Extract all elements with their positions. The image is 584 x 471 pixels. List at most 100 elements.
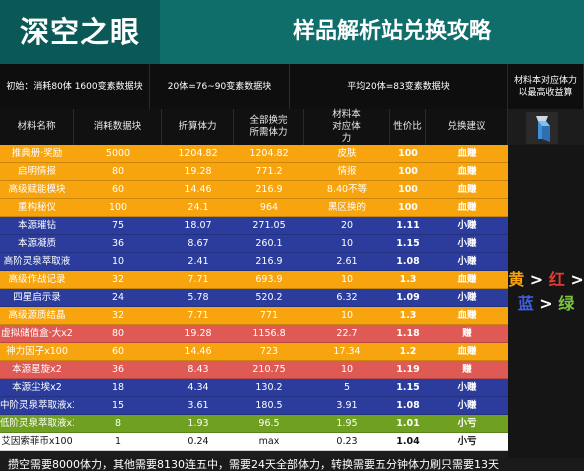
- cell-stamina: 0.24: [187, 436, 209, 447]
- col-total: 全部换完所需体力: [234, 109, 304, 145]
- cell-cost: 60: [111, 346, 125, 357]
- cell-cost: 32: [111, 274, 125, 285]
- cell-stamina: 4.34: [187, 382, 209, 393]
- cell-advice: 血赚: [457, 184, 477, 195]
- table-row: 本源凝质 36 8.67 260.1 10 1.15 小赚: [0, 235, 508, 253]
- cell-mat: 10: [340, 238, 354, 249]
- cell-name: 本源尘埃x2: [12, 382, 62, 393]
- cell-name: 高级作战记录: [8, 274, 66, 285]
- cell-cost: 80: [111, 328, 125, 339]
- cell-cost: 18: [111, 382, 125, 393]
- cell-total: 271.05: [252, 220, 286, 231]
- table-row: 高阶灵泉萃取液 10 2.41 216.9 2.61 1.08 小赚: [0, 253, 508, 271]
- cell-name: 本源凝质: [17, 238, 56, 249]
- cell-advice: 血赚: [457, 346, 477, 357]
- cell-mat: 17.34: [333, 346, 361, 357]
- color-legend: 黄 > 红 > 蓝 > 绿: [508, 268, 584, 316]
- cell-mat: 22.7: [336, 328, 358, 339]
- cell-total: 130.2: [255, 382, 283, 393]
- table-row: 推典册·奖励 5000 1204.82 1204.82 皮肤 100 血赚: [0, 145, 508, 163]
- table-row: 本源璀钻 75 18.07 271.05 20 1.11 小赚: [0, 217, 508, 235]
- cell-mat: 5: [343, 382, 351, 393]
- cell-name: 推典册·奖励: [11, 148, 63, 159]
- cell-advice: 小赚: [457, 382, 477, 393]
- cell-stamina: 8.43: [187, 364, 209, 375]
- cell-cost: 75: [111, 220, 125, 231]
- band-rate: 20体=76~90变素数据块: [150, 64, 290, 109]
- cell-total: 1156.8: [252, 328, 286, 339]
- cell-cost: 32: [111, 310, 125, 321]
- cell-total: 771: [259, 310, 279, 321]
- cell-ratio: 1.15: [396, 238, 420, 249]
- cell-ratio: 1.19: [396, 364, 420, 375]
- table-row: 低阶灵泉萃取液x3 8 1.93 96.5 1.95 1.01 小亏: [0, 415, 508, 433]
- cell-stamina: 5.78: [187, 292, 209, 303]
- cell-name: 虚拟储值盒·大x2: [1, 328, 73, 339]
- cell-stamina: 2.41: [187, 256, 209, 267]
- table-row: 艾因索菲币x100 1 0.24 max 0.23 1.04 小亏: [0, 433, 508, 451]
- cell-advice: 血赚: [457, 310, 477, 321]
- legend-sep: >: [570, 270, 584, 289]
- cell-name: 艾因索菲币x100: [1, 436, 73, 447]
- cell-mat: 3.91: [336, 400, 358, 411]
- cell-cost: 1: [114, 436, 122, 447]
- col-name: 材料名称: [0, 109, 74, 145]
- cell-total: 723: [259, 346, 279, 357]
- cell-advice: 小赚: [457, 238, 477, 249]
- cell-total: 210.75: [252, 364, 286, 375]
- cell-mat: 2.61: [336, 256, 358, 267]
- table-row: 四星启示录 24 5.78 520.2 6.32 1.09 小赚: [0, 289, 508, 307]
- cell-stamina: 18.07: [184, 220, 212, 231]
- cell-mat: 20: [340, 220, 354, 231]
- cell-mat: 10: [340, 364, 354, 375]
- cell-mat: 黑区换的: [327, 202, 366, 213]
- cell-stamina: 14.46: [184, 184, 212, 195]
- footer-note: 攒空需要8000体力，其他需要8130连五中，需要24天全部体力，转换需要五分钟…: [0, 458, 584, 471]
- cell-ratio: 1.08: [396, 400, 420, 411]
- cell-stamina: 14.46: [184, 346, 212, 357]
- page-title: 样品解析站兑换攻略: [292, 19, 491, 44]
- cell-name: 本源星旋x2: [12, 364, 62, 375]
- cell-cost: 60: [111, 184, 125, 195]
- cell-advice: 赚: [462, 328, 472, 339]
- cell-advice: 赚: [462, 364, 472, 375]
- cell-mat: 皮肤: [337, 148, 357, 159]
- cell-total: 96.5: [258, 418, 280, 429]
- cell-name: 高级源质结晶: [8, 310, 66, 321]
- cell-name: 重构秘仪: [17, 202, 56, 213]
- cell-ratio: 1.3: [399, 274, 417, 285]
- table-row: 高级作战记录 32 7.71 693.9 10 1.3 血赚: [0, 271, 508, 289]
- legend-red: 红: [548, 270, 565, 289]
- cell-advice: 血赚: [457, 148, 477, 159]
- cell-name: 低阶灵泉萃取液x3: [0, 418, 74, 429]
- cell-name: 启明情报: [17, 166, 56, 177]
- cell-ratio: 100: [398, 184, 418, 195]
- cell-advice: 血赚: [457, 166, 477, 177]
- cell-ratio: 1.11: [396, 220, 420, 231]
- cell-cost: 15: [111, 400, 125, 411]
- cell-stamina: 7.71: [187, 274, 209, 285]
- col-ratio: 性价比: [390, 109, 426, 145]
- table-row: 高级源质结晶 32 7.71 771 10 1.3 血赚: [0, 307, 508, 325]
- cell-mat: 6.32: [336, 292, 358, 303]
- cell-cost: 100: [108, 202, 128, 213]
- table-row: 本源尘埃x2 18 4.34 130.2 5 1.15 小赚: [0, 379, 508, 397]
- table-row: 中阶灵泉萃取液x3 15 3.61 180.5 3.91 1.08 小赚: [0, 397, 508, 415]
- legend-yellow: 黄: [508, 270, 525, 289]
- cell-mat: 情报: [337, 166, 357, 177]
- band-note: 材料本对应体力以最高收益算: [508, 64, 584, 109]
- table-row: 虚拟储值盒·大x2 80 19.28 1156.8 22.7 1.18 赚: [0, 325, 508, 343]
- cell-ratio: 100: [398, 202, 418, 213]
- legend-panel: [508, 145, 584, 458]
- cell-cost: 10: [111, 256, 125, 267]
- cell-total: 180.5: [255, 400, 283, 411]
- cell-name: 中阶灵泉萃取液x3: [0, 400, 74, 411]
- cell-total: 260.1: [255, 238, 283, 249]
- cell-mat: 1.95: [336, 418, 358, 429]
- legend-sep: >: [529, 270, 544, 289]
- cell-stamina: 19.28: [184, 328, 212, 339]
- table-row: 启明情报 80 19.28 771.2 情报 100 血赚: [0, 163, 508, 181]
- cell-cost: 36: [111, 238, 125, 249]
- cell-cost: 24: [111, 292, 125, 303]
- cell-ratio: 1.08: [396, 256, 420, 267]
